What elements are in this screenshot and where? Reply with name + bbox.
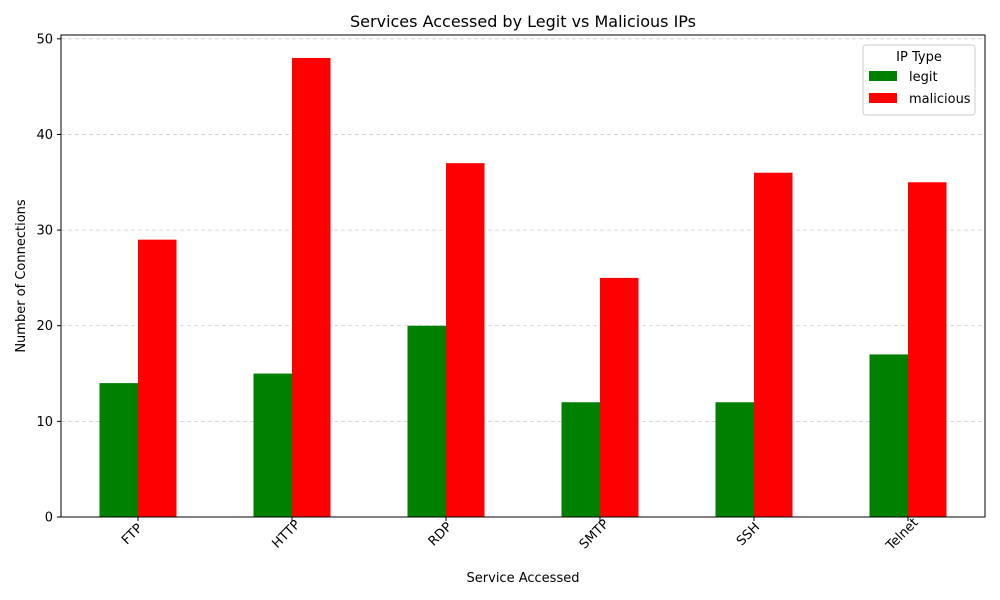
bar-malicious-ftp xyxy=(138,239,177,517)
x-tick-label: HTTP xyxy=(269,517,303,551)
x-tick-label: SSH xyxy=(734,520,763,549)
bar-malicious-ssh xyxy=(754,172,793,517)
legend-items: legit malicious xyxy=(869,70,971,107)
y-tick-label: 50 xyxy=(36,32,53,47)
x-tick-label: RDP xyxy=(426,520,456,550)
legend-label-legit: legit xyxy=(909,70,938,85)
legend-swatch-legit xyxy=(869,71,897,81)
bar-malicious-http xyxy=(292,57,331,517)
bars xyxy=(99,57,947,517)
plot-frame xyxy=(60,34,986,518)
x-tick-label: Telnet xyxy=(883,516,922,555)
y-tick-label: 30 xyxy=(36,224,53,239)
bar-legit-rdp xyxy=(407,325,446,517)
x-axis-label: Service Accessed xyxy=(467,571,580,586)
bar-malicious-smtp xyxy=(600,277,639,517)
y-tick-label: 20 xyxy=(36,319,53,334)
legend-label-malicious: malicious xyxy=(909,92,971,107)
y-tick-label: 10 xyxy=(36,415,53,430)
bar-legit-ssh xyxy=(715,402,754,517)
bar-malicious-telnet xyxy=(908,182,947,517)
x-tick-label: FTP xyxy=(119,521,146,548)
bar-legit-telnet xyxy=(869,354,908,517)
bar-malicious-rdp xyxy=(446,163,485,517)
bar-legit-http xyxy=(253,373,292,517)
y-tick-label: 0 xyxy=(45,511,53,526)
y-tick-label: 40 xyxy=(36,128,53,143)
x-tick-label: SMTP xyxy=(577,517,613,553)
y-axis-ticks: 0 10 20 30 40 50 xyxy=(36,32,61,526)
x-axis-ticks: FTP HTTP RDP SMTP SSH Telnet xyxy=(119,516,921,555)
y-axis-label: Number of Connections xyxy=(14,199,29,353)
legend-title: IP Type xyxy=(896,50,942,65)
chart-title: Services Accessed by Legit vs Malicious … xyxy=(350,12,696,31)
bar-legit-smtp xyxy=(561,402,600,517)
bar-legit-ftp xyxy=(99,383,138,517)
legend-swatch-malicious xyxy=(869,93,897,103)
legend: IP Type legit malicious xyxy=(862,44,976,116)
grid-lines xyxy=(61,38,985,422)
